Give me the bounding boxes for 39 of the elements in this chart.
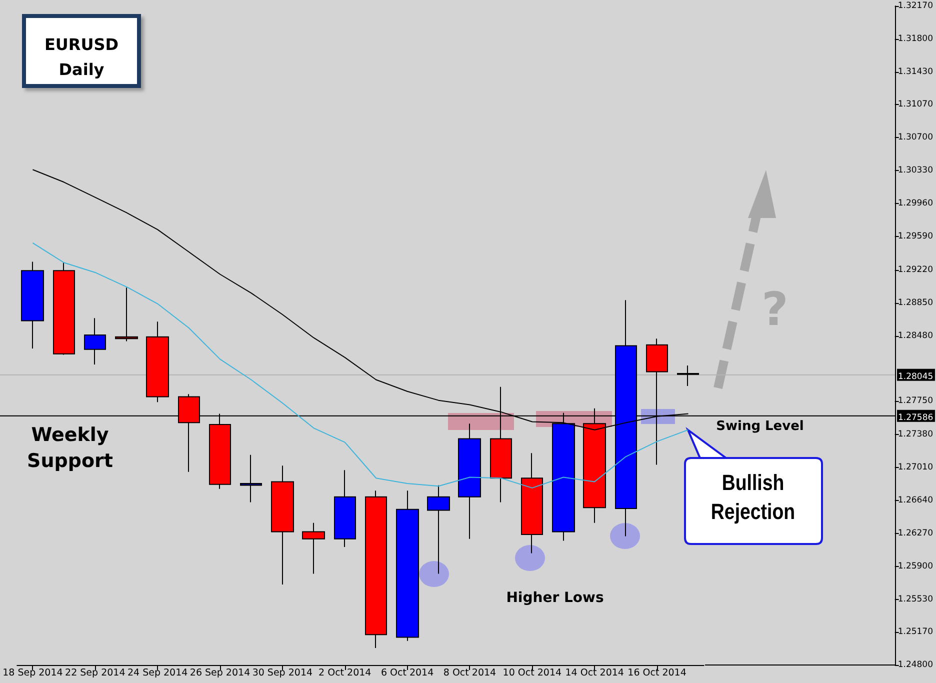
annotation: Weekly Support <box>26 423 114 474</box>
annotation: Swing Level <box>715 418 805 434</box>
y-tick-label: 1.24800 <box>898 660 934 670</box>
x-tick-label: 14 Oct 2014 <box>565 668 624 678</box>
x-tick-label: 16 Oct 2014 <box>628 668 686 678</box>
ref-line-label: 1.27586 <box>898 412 934 423</box>
y-tick-label: 1.25530 <box>898 594 934 605</box>
x-tick-label: 24 Sep 2014 <box>127 668 188 678</box>
text: EURUSD Daily <box>22 14 141 88</box>
y-tick-label: 1.30330 <box>898 166 934 176</box>
x-tick-label: 2 Oct 2014 <box>318 668 372 678</box>
ref-line-label: 1.28045 <box>898 372 934 382</box>
y-tick-label: 1.27380 <box>898 429 934 440</box>
y-tick-label: 1.25900 <box>898 562 934 572</box>
x-tick-label: 18 Sep 2014 <box>2 668 63 678</box>
y-tick-label: 1.31070 <box>898 99 934 110</box>
y-tick-label: 1.28480 <box>898 330 934 341</box>
y-tick-label: 1.32170 <box>898 1 934 11</box>
y-tick-label: 1.26270 <box>898 528 934 539</box>
text: ? <box>760 282 790 336</box>
y-tick-label: 1.25170 <box>898 626 934 637</box>
y-tick-label: 1.29590 <box>898 232 934 242</box>
y-tick-label: 1.29960 <box>898 198 934 209</box>
y-tick-label: 1.31800 <box>898 34 934 44</box>
y-tick-label: 1.26640 <box>898 495 934 506</box>
text: Bullish Rejection <box>710 469 796 526</box>
y-tick-label: 1.31430 <box>898 67 934 78</box>
x-tick-label: 22 Sep 2014 <box>65 668 126 678</box>
y-tick-label: 1.27010 <box>898 462 934 472</box>
x-tick-label: 6 Oct 2014 <box>380 668 434 678</box>
y-tick-label: 1.28850 <box>898 298 934 308</box>
x-tick-label: 30 Sep 2014 <box>252 668 313 678</box>
x-tick-label: 8 Oct 2014 <box>443 668 496 678</box>
y-tick-label: 1.30700 <box>898 132 934 142</box>
y-tick-label: 1.27750 <box>898 396 934 406</box>
x-tick-label: 26 Sep 2014 <box>190 668 250 678</box>
x-tick-label: 10 Oct 2014 <box>502 668 562 678</box>
y-tick-label: 1.29220 <box>898 264 934 275</box>
annotation: Higher Lows <box>505 590 605 606</box>
